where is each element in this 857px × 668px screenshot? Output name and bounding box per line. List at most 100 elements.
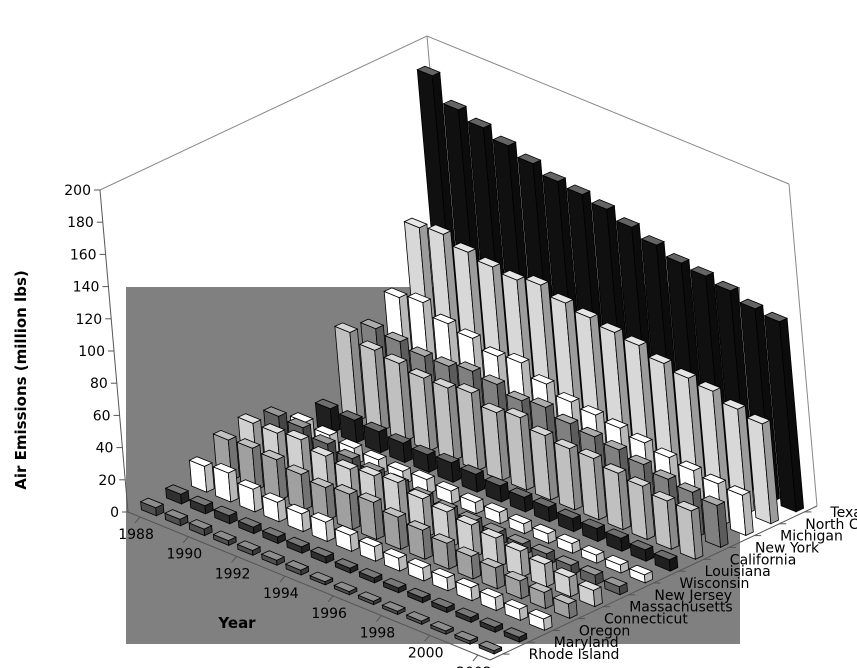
bar-top [677, 460, 703, 472]
bar [236, 540, 261, 556]
bar [629, 539, 655, 562]
bar-top [554, 413, 579, 425]
bar [479, 557, 506, 590]
bar [675, 500, 704, 560]
bar-top [579, 405, 605, 416]
bar-top [358, 340, 384, 351]
bar-top [481, 374, 506, 385]
bar-top [262, 406, 288, 417]
z-axis: Rhode IslandMarylandOregonConnecticutMas… [502, 505, 857, 663]
z-tick-label: Connecticut [604, 612, 688, 628]
bar [651, 490, 680, 550]
bar-top [574, 307, 599, 319]
bar [387, 433, 413, 464]
z-tick-label: Oregon [579, 623, 630, 639]
bar [334, 525, 360, 553]
z-tick-label: Rhode Island [529, 647, 620, 663]
bar [604, 554, 630, 574]
bar-top [384, 331, 409, 343]
bar-top [627, 454, 653, 466]
bar [260, 449, 289, 501]
bar-top [508, 487, 533, 498]
bar [532, 497, 558, 523]
z-tick-label: Wisconsin [680, 576, 750, 592]
bar [357, 492, 385, 541]
bar-side [378, 427, 389, 454]
bar [454, 607, 480, 624]
bar-top [484, 475, 509, 487]
bar-top [505, 390, 531, 402]
bar-top [479, 528, 505, 539]
wall-edge [788, 183, 818, 507]
bar-top [456, 328, 482, 339]
y-tick-label: 120 [75, 312, 102, 328]
bar [478, 640, 503, 655]
bar-top [598, 322, 624, 333]
bar-top [334, 459, 359, 470]
bar [164, 509, 189, 527]
bar-top [479, 557, 504, 569]
x-tick-mark [472, 654, 479, 662]
bar [503, 627, 528, 643]
bar-top [652, 469, 677, 480]
bar-top [285, 464, 310, 475]
bar [212, 462, 239, 503]
x-tick-label: 1994 [263, 586, 299, 602]
bar-top [478, 617, 504, 628]
bar [484, 475, 510, 503]
z-tick-label: Texas [829, 505, 857, 521]
bar-top [628, 564, 653, 576]
x-tick-label: 1988 [118, 527, 154, 543]
bar-side [470, 552, 482, 580]
bar-top [430, 567, 456, 579]
bar-top [479, 587, 504, 599]
y-tick-label: 140 [73, 280, 100, 296]
bar [357, 591, 382, 606]
bar-top [285, 536, 311, 548]
bar [503, 599, 529, 622]
bar-top [261, 526, 286, 538]
bar-top [406, 557, 432, 569]
bar [406, 587, 432, 604]
bar-top [454, 607, 480, 619]
bar-top [532, 497, 557, 508]
bar-top [566, 184, 591, 196]
bar-top [455, 383, 481, 394]
bar-top [362, 421, 388, 433]
bar [358, 536, 384, 562]
bar [237, 517, 262, 535]
bar-top [382, 507, 407, 518]
bar-top [236, 438, 261, 449]
bar-top [455, 577, 480, 589]
bar-top [530, 374, 555, 385]
bar-top [357, 492, 382, 503]
bar-top [604, 554, 629, 566]
x-tick-label: 1996 [311, 606, 347, 622]
bar-top [334, 525, 359, 536]
bar [579, 565, 604, 586]
bar-top [577, 448, 603, 460]
bar-top [381, 601, 406, 612]
bar [429, 620, 455, 635]
bar-top [602, 463, 627, 474]
bar [435, 452, 462, 483]
y-tick-label: 0 [110, 505, 119, 521]
bar-top [628, 432, 654, 444]
bar-top [383, 353, 408, 364]
y-tick-label: 60 [93, 408, 111, 424]
bar-top [580, 518, 606, 530]
x-tick-mark [279, 575, 286, 583]
bar-top [541, 171, 567, 182]
bar [555, 533, 581, 554]
bar [213, 505, 238, 525]
bar-top [480, 402, 505, 414]
bar [580, 544, 605, 564]
x-tick-mark [231, 556, 237, 563]
bar-top [406, 587, 432, 599]
x-tick-label: 1992 [215, 566, 251, 582]
bar-top [603, 439, 628, 451]
bar-top [431, 377, 457, 389]
bar-top [358, 536, 383, 548]
x-tick-label: 1998 [360, 626, 396, 642]
bar [529, 425, 559, 501]
